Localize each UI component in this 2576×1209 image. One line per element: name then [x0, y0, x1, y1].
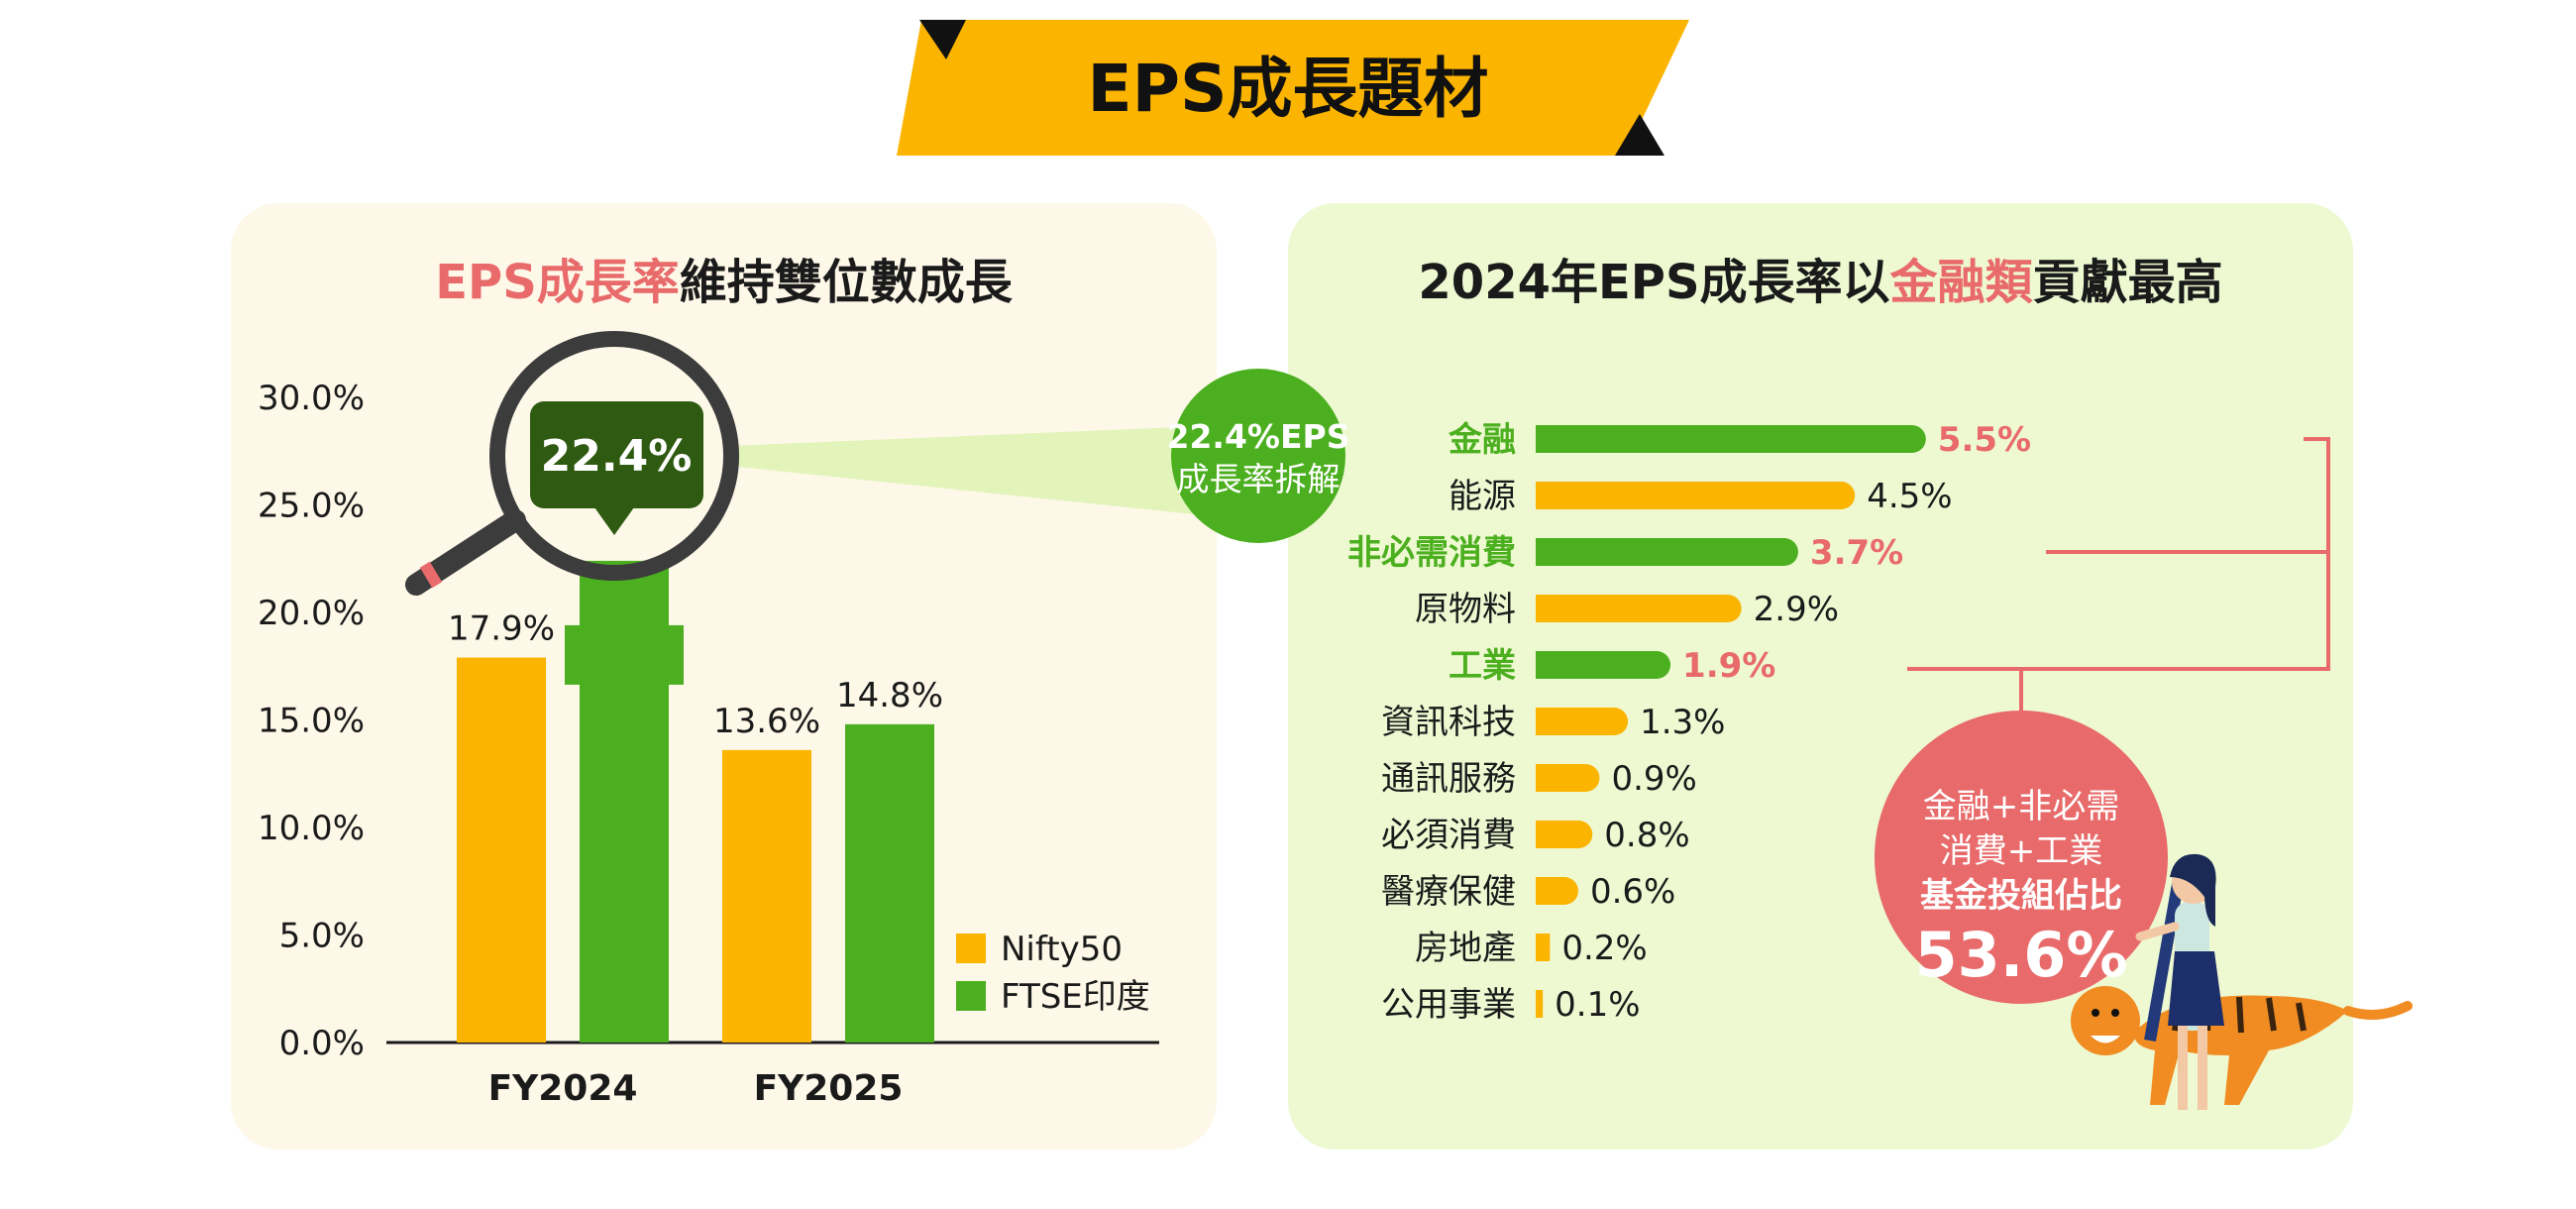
summary-circle: 金融+非必需 消費+工業 基金投組佔比 53.6% — [1875, 711, 2168, 1004]
hbar-square-end — [1536, 538, 1563, 566]
summary-line3: 基金投組佔比 — [1920, 876, 2122, 916]
hbar-square-end — [1536, 482, 1563, 509]
banner-fold-left — [919, 20, 966, 59]
hbar-category-label: 資訊科技 — [1381, 703, 1516, 742]
hbar-square-end — [1536, 764, 1563, 792]
eps-breakdown-bubble: 22.4%EPS 成長率拆解 — [1167, 369, 1350, 543]
hbar-square-end — [1536, 934, 1551, 961]
hbar-2 — [1536, 538, 1798, 566]
hbar-value-label: 0.9% — [1611, 759, 1696, 799]
bar-nifty50-fy2025 — [722, 749, 811, 1043]
bar-magnified-shoulder — [565, 624, 684, 685]
bar-value-label: 17.9% — [448, 609, 555, 649]
hbar-square-end — [1536, 425, 1563, 453]
legend-swatch — [956, 981, 986, 1011]
bracket-connector — [1907, 437, 2330, 728]
hbar-category-label: 原物料 — [1415, 590, 1516, 629]
y-tick-label: 25.0% — [258, 487, 365, 526]
hbar-value-label: 0.2% — [1561, 929, 1647, 968]
summary-line2: 消費+工業 — [1940, 831, 2103, 871]
hbar-square-end — [1536, 877, 1563, 905]
hbar-value-label: 5.5% — [1938, 420, 2031, 460]
banner-ribbon — [897, 20, 1689, 156]
hbar-value-label: 4.5% — [1867, 477, 1952, 516]
hbar-square-end — [1536, 595, 1563, 622]
hbar-value-label: 1.9% — [1682, 646, 1775, 686]
hbar-3 — [1536, 595, 1742, 622]
hbar-value-label: 0.1% — [1555, 985, 1640, 1025]
hbar-value-label: 0.8% — [1604, 816, 1689, 855]
magnifier-icon — [405, 331, 739, 596]
y-tick-label: 5.0% — [279, 917, 365, 956]
hbar-category-label: 必須消費 — [1381, 816, 1516, 855]
hbar-category-label: 金融 — [1448, 420, 1516, 460]
legend-label: Nifty50 — [1001, 930, 1123, 969]
hbar-category-label: 房地產 — [1415, 929, 1516, 968]
x-category-label: FY2024 — [488, 1068, 638, 1109]
hbar-category-label: 通訊服務 — [1381, 759, 1516, 799]
callout-box — [530, 401, 703, 508]
y-tick-label: 10.0% — [258, 809, 365, 848]
hbar-category-label: 能源 — [1449, 477, 1516, 516]
magnifier-handle-band — [419, 561, 443, 589]
right-title-post: 貢獻最高 — [2032, 255, 2223, 310]
hbar-square-end — [1536, 708, 1563, 735]
hbar-category-label: 非必需消費 — [1347, 533, 1516, 573]
callout-22-4: 22.4% — [530, 401, 703, 535]
magnifier-lens — [489, 331, 739, 581]
vertical-bar-chart: 0.0% 5.0% 10.0% 15.0% 20.0% 25.0% 30.0% 17.9% FY… — [258, 379, 1159, 1109]
left-title-highlight: EPS成長率 — [435, 255, 680, 310]
summary-value: 53.6% — [1914, 919, 2127, 991]
hbar-4 — [1536, 651, 1671, 679]
bubble-line2: 成長率拆解 — [1177, 460, 1341, 498]
hbar-category-label: 工業 — [1449, 646, 1516, 686]
x-category-label: FY2025 — [754, 1068, 904, 1109]
woman-illustration — [2135, 853, 2224, 1110]
y-tick-label: 30.0% — [258, 379, 365, 418]
banner-title: EPS成長題材 — [1087, 51, 1489, 127]
right-panel-title: 2024年EPS成長率以金融類貢獻最高 — [1288, 248, 2353, 317]
hbar-1 — [1536, 482, 1856, 509]
callout-value: 22.4% — [541, 431, 693, 482]
hbar-value-label: 1.3% — [1640, 703, 1725, 742]
bar-ftse-fy2025 — [845, 723, 934, 1043]
zoom-beam — [728, 426, 1204, 515]
y-tick-label: 20.0% — [258, 594, 365, 633]
hbar-square-end — [1536, 821, 1563, 848]
left-panel-title: EPS成長率維持雙位數成長 — [231, 248, 1217, 317]
banner — [897, 20, 1689, 156]
hbar-value-label: 3.7% — [1810, 533, 1903, 573]
right-title-pre: 2024年EPS成長率以 — [1418, 255, 1890, 310]
hbar-square-end — [1536, 651, 1563, 679]
y-tick-label: 15.0% — [258, 702, 365, 741]
callout-pointer — [594, 507, 634, 535]
summary-line1: 金融+非必需 — [1923, 787, 2120, 826]
hbar-value-label: 0.6% — [1590, 872, 1675, 912]
y-tick-label: 0.0% — [279, 1024, 365, 1063]
tiger-illustration — [2071, 986, 2413, 1105]
horizontal-bar-chart: 金融 5.5% 能源 4.5% 非必需消費 3.7% 原物料 2.9% 工業 1.9% 資訊科技 1.… — [1347, 420, 2031, 1025]
woman-tiger-illustration — [2071, 853, 2413, 1110]
bar-value-label: 13.6% — [713, 702, 820, 741]
bubble-line1: 22.4%EPS — [1167, 417, 1350, 456]
banner-fold-right — [1615, 114, 1664, 156]
hbar-category-label: 醫療保健 — [1381, 872, 1516, 912]
right-title-highlight: 金融類 — [1889, 255, 2033, 310]
bar-nifty50-fy2024 — [457, 657, 546, 1043]
hbar-square-end — [1536, 990, 1544, 1018]
legend-swatch — [956, 934, 986, 963]
hbar-category-label: 公用事業 — [1381, 985, 1516, 1025]
left-title-rest: 維持雙位數成長 — [679, 255, 1013, 310]
bar-value-label: 14.8% — [836, 676, 943, 715]
hbar-value-label: 2.9% — [1754, 590, 1839, 629]
hbar-0 — [1536, 425, 1926, 453]
legend-label: FTSE印度 — [1001, 977, 1150, 1017]
